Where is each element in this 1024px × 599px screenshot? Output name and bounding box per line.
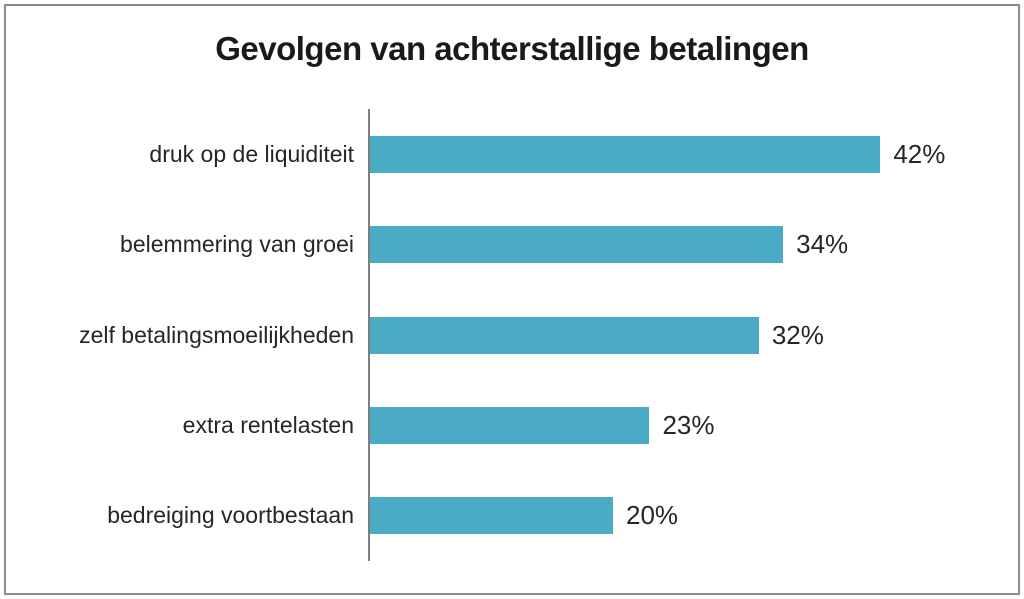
chart-row: zelf betalingsmoeilijkheden 32%: [12, 289, 1014, 381]
bar: [370, 406, 650, 444]
chart-title: Gevolgen van achterstallige betalingen: [215, 30, 809, 67]
bar: [370, 316, 759, 354]
category-label: zelf betalingsmoeilijkheden: [79, 321, 354, 348]
category-label: bedreiging voortbestaan: [107, 502, 354, 529]
chart-frame: Gevolgen van achterstallige betalingen d…: [4, 4, 1020, 595]
bar: [370, 226, 784, 264]
category-label: extra rentelasten: [182, 411, 354, 438]
bar-cell: 23%: [368, 380, 1014, 471]
bar: [370, 135, 881, 173]
chart-row: bedreiging voortbestaan 20%: [12, 470, 1014, 562]
value-label: 20%: [626, 500, 679, 531]
chart-rows: druk op de liquiditeit 42% belemmering v…: [12, 109, 1014, 562]
value-label: 32%: [771, 319, 824, 350]
value-label: 23%: [662, 409, 715, 440]
chart-row: extra rentelasten 23%: [12, 380, 1014, 471]
category-label: belemmering van groei: [120, 231, 354, 258]
chart-row: belemmering van groei 34%: [12, 199, 1014, 290]
category-label: druk op de liquiditeit: [149, 140, 354, 167]
bar-cell: 32%: [368, 289, 1014, 381]
bar: [370, 497, 614, 535]
chart-row: druk op de liquiditeit 42%: [12, 109, 1014, 200]
bar-cell: 34%: [368, 199, 1014, 290]
bar-cell: 20%: [368, 470, 1014, 562]
bar-cell: 42%: [368, 109, 1014, 200]
value-label: 34%: [796, 229, 849, 260]
value-label: 42%: [893, 138, 946, 169]
